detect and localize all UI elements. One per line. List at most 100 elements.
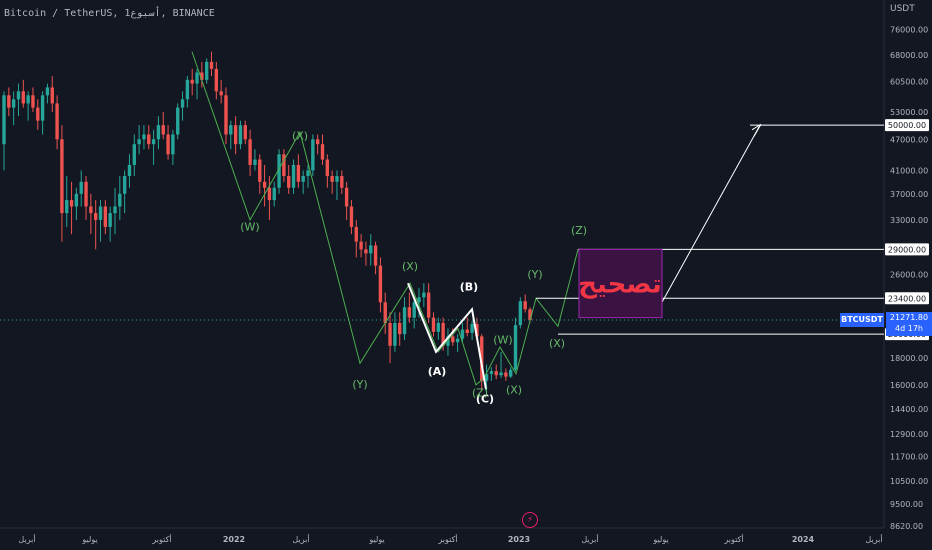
candle-body	[373, 245, 378, 266]
candle-body	[31, 95, 35, 108]
candle-body	[494, 371, 498, 376]
countdown: 4d 17h	[895, 324, 923, 333]
x-tick-label: أبريل	[292, 534, 309, 544]
wave-label: (X)	[506, 384, 522, 397]
wave-label: (B)	[460, 281, 478, 294]
wave-label: (Y)	[352, 378, 367, 391]
candle-body	[142, 134, 146, 140]
candle-body	[229, 125, 233, 135]
y-tick-label: 9500.00	[890, 500, 923, 509]
candle-body	[528, 309, 532, 321]
x-tick-label: أكتوبر	[723, 534, 743, 544]
candle-body	[69, 200, 74, 207]
candle-body	[335, 176, 339, 182]
wave-label: (X)	[292, 129, 308, 142]
candle-body	[258, 159, 262, 182]
y-tick-label: 18000.00	[890, 354, 928, 363]
candle-body	[195, 72, 199, 84]
x-tick-label: أبريل	[581, 534, 598, 544]
x-tick-label: أبريل	[865, 534, 882, 544]
candle-body	[441, 322, 445, 346]
x-tick-label: يوليو	[368, 535, 384, 544]
x-tick-label: 2023	[508, 535, 530, 544]
candle-body	[344, 187, 349, 207]
candle-body	[224, 95, 228, 135]
correction-label: تصحيح	[578, 269, 661, 299]
price-label-text: 50000.00	[888, 121, 926, 130]
candle-body	[36, 107, 40, 121]
candle-body	[315, 139, 320, 145]
candle-body	[272, 187, 276, 201]
symbol-badge: BTCUSDT	[840, 313, 884, 327]
candle-body	[74, 193, 79, 207]
candle-body	[60, 139, 64, 214]
price-label-box	[885, 243, 929, 256]
y-tick-label: 11700.00	[890, 452, 928, 461]
candle-body	[108, 213, 112, 227]
wave-label: (W)	[240, 221, 259, 234]
flash-icon[interactable]: ⚡	[522, 512, 538, 528]
candle-body	[426, 292, 431, 318]
x-tick-label: أبريل	[18, 534, 35, 544]
candle-body	[393, 322, 397, 346]
wave-label: (A)	[428, 365, 447, 378]
candle-body	[513, 325, 518, 370]
candle-body	[383, 302, 387, 323]
x-tick-label: أكتوبر	[437, 534, 457, 544]
candle-body	[16, 91, 21, 100]
y-tick-label: 12900.00	[890, 430, 928, 439]
candle-body	[204, 61, 209, 80]
y-tick-label: 41000.00	[890, 166, 928, 175]
candle-body	[489, 371, 494, 374]
candle-body	[50, 87, 54, 104]
candle-body	[190, 79, 194, 84]
candle-body	[89, 206, 93, 214]
candle-body	[166, 134, 170, 155]
candle-body	[262, 181, 267, 188]
candle-body	[7, 95, 11, 108]
candle-body	[378, 265, 383, 303]
candle-body	[354, 226, 358, 242]
wave-label: (C)	[476, 393, 494, 406]
x-tick-label: يوليو	[652, 535, 668, 544]
wave-label: (Z)	[571, 224, 587, 237]
candle-body	[151, 139, 156, 145]
candle-body	[523, 301, 527, 310]
candle-body	[311, 139, 315, 171]
y-tick-label: 53000.00	[890, 108, 928, 117]
candle-body	[296, 164, 301, 182]
candle-body	[253, 159, 257, 165]
axis-unit: USDT	[890, 4, 915, 14]
last-price-tag: 21271.80 4d 17h	[886, 312, 932, 336]
candle-body	[93, 213, 98, 220]
candle-body	[359, 241, 363, 250]
candle-body	[369, 245, 373, 254]
y-tick-label: 33000.00	[890, 216, 928, 225]
candle-body	[436, 322, 441, 332]
candle-body	[470, 324, 474, 333]
candle-body	[147, 134, 151, 145]
candle-body	[330, 176, 334, 182]
chart-title: Bitcoin / TetherUS, 1أسبوع, BINANCE	[4, 8, 215, 19]
y-tick-label: 76000.00	[890, 26, 928, 35]
candle-body	[402, 307, 407, 335]
candle-body	[455, 338, 460, 343]
candle-body	[475, 324, 479, 337]
candle-body	[306, 170, 310, 177]
correction-box	[578, 248, 663, 319]
x-tick-label: 2024	[792, 535, 815, 544]
candle-body	[267, 187, 272, 201]
x-tick-label: أكتوبر	[151, 534, 171, 544]
candle-body	[243, 125, 247, 140]
wave-label: (Z)	[472, 387, 488, 400]
candle-body	[287, 176, 291, 188]
candle-body	[407, 307, 412, 318]
candle-body	[156, 125, 161, 140]
candle-body	[113, 206, 117, 214]
x-tick-label: 2022	[223, 535, 245, 544]
projection-arrow-head	[751, 123, 762, 137]
candle-body	[412, 302, 416, 318]
candle-body	[277, 154, 281, 188]
